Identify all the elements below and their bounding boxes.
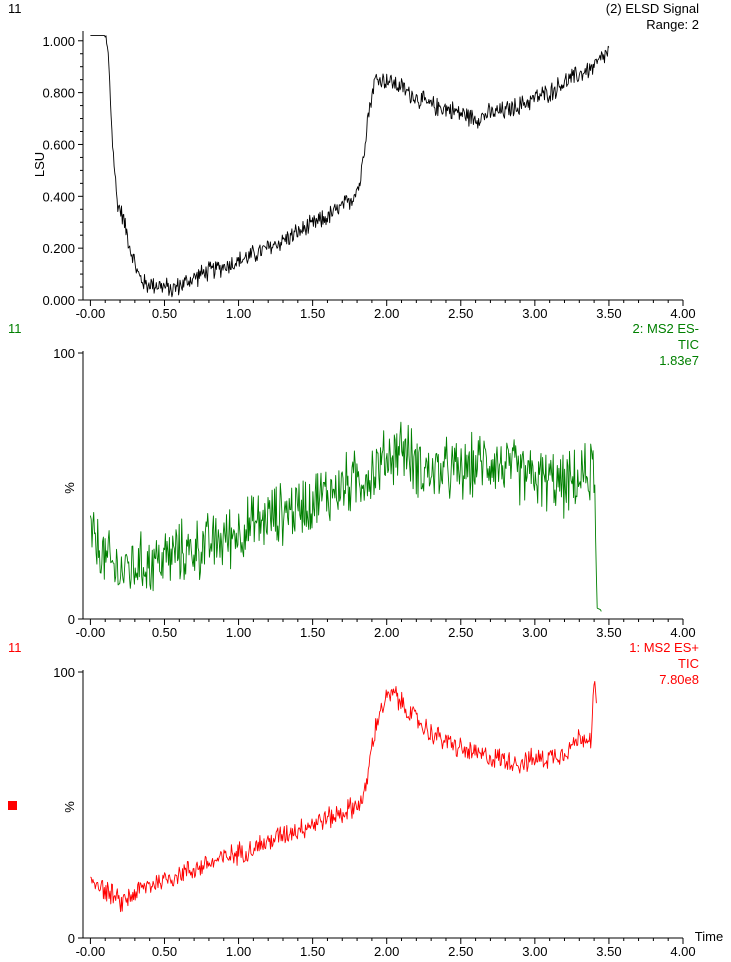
x-tick-label: 4.00	[670, 306, 695, 321]
y-tick-label: 0	[68, 931, 75, 946]
x-tick-label: -0.00	[76, 306, 106, 321]
trace-title-line: 2: MS2 ES-	[633, 321, 699, 336]
x-tick-label: -0.00	[76, 625, 106, 640]
trace-title-line: 7.80e8	[659, 672, 699, 687]
x-tick-label: 1.00	[226, 625, 251, 640]
y-tick-label: 0.400	[42, 189, 75, 204]
y-tick-label: 100	[53, 346, 75, 361]
y-tick-label: 0.200	[42, 241, 75, 256]
x-tick-label: 1.50	[300, 625, 325, 640]
function-number: 11	[8, 321, 22, 336]
x-tick-label: 2.50	[448, 944, 473, 959]
x-tick-label: 2.00	[374, 625, 399, 640]
x-tick-label: 2.00	[374, 306, 399, 321]
trace-title-line: (2) ELSD Signal	[606, 1, 699, 16]
trace-title-line: TIC	[678, 656, 699, 671]
function-marker-icon	[8, 801, 17, 810]
x-tick-label: 1.50	[300, 306, 325, 321]
trace-title-line: TIC	[678, 337, 699, 352]
function-number: 11	[8, 1, 22, 16]
y-tick-label: 0.000	[42, 293, 75, 308]
x-tick-label: 0.50	[152, 306, 177, 321]
trace-line	[90, 680, 597, 913]
y-tick-label: 0	[68, 612, 75, 627]
x-tick-label: 2.50	[448, 306, 473, 321]
trace-line	[90, 35, 610, 298]
x-tick-label: 4.00	[670, 625, 695, 640]
y-tick-label: 1.000	[42, 34, 75, 49]
y-tick-label: 0.800	[42, 86, 75, 101]
trace-title-line: 1: MS2 ES+	[629, 640, 699, 655]
y-tick-label: 0.600	[42, 137, 75, 152]
trace-title-line: Range: 2	[646, 17, 699, 32]
x-tick-label: 3.00	[522, 306, 547, 321]
x-tick-label: 2.00	[374, 944, 399, 959]
x-tick-label: -0.00	[76, 944, 106, 959]
function-number: 11	[8, 640, 22, 655]
x-tick-label: 0.50	[152, 944, 177, 959]
trace-title-line: 1.83e7	[659, 353, 699, 368]
y-axis-label: %	[62, 482, 77, 494]
x-tick-label: 3.50	[596, 306, 621, 321]
x-tick-label: 3.50	[596, 944, 621, 959]
x-tick-label: 4.00	[670, 944, 695, 959]
x-tick-label: 3.00	[522, 944, 547, 959]
x-tick-label: 2.50	[448, 625, 473, 640]
x-tick-label: 3.50	[596, 625, 621, 640]
x-tick-label: 1.50	[300, 944, 325, 959]
y-tick-label: 100	[53, 665, 75, 680]
x-tick-label: 1.00	[226, 944, 251, 959]
trace-line	[89, 421, 602, 612]
x-tick-label: 0.50	[152, 625, 177, 640]
y-axis-label: LSU	[32, 152, 47, 177]
x-tick-label: 3.00	[522, 625, 547, 640]
x-axis-label: Time	[695, 929, 723, 944]
y-axis-label: %	[62, 801, 77, 813]
x-tick-label: 1.00	[226, 306, 251, 321]
